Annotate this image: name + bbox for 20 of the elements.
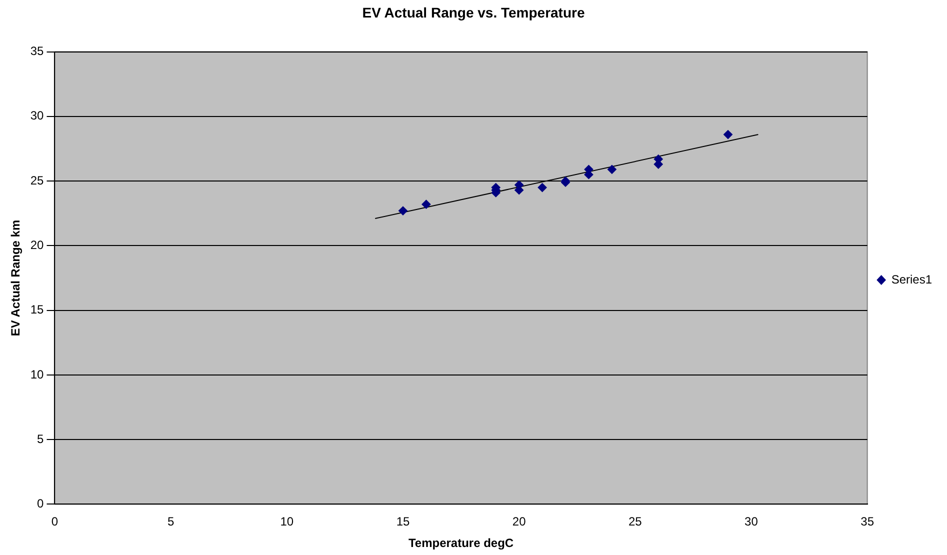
x-tick-label: 35 — [860, 514, 874, 529]
y-tick-label: 0 — [37, 496, 44, 511]
x-tick-label: 10 — [280, 514, 294, 529]
x-tick-label: 30 — [744, 514, 758, 529]
x-axis-title: Temperature degC — [408, 536, 514, 550]
x-tick-label: 0 — [51, 514, 58, 529]
legend-label: Series1 — [891, 272, 932, 286]
y-tick-label: 5 — [37, 432, 44, 446]
x-tick-label: 25 — [628, 514, 642, 529]
x-tick-label: 5 — [167, 514, 174, 529]
y-axis-title: EV Actual Range km — [8, 220, 23, 336]
y-tick-label: 10 — [30, 367, 44, 382]
x-tick-label: 20 — [512, 514, 526, 529]
y-tick-label: 20 — [30, 238, 44, 252]
x-tick-label: 15 — [396, 514, 410, 529]
chart-title: EV Actual Range vs. Temperature — [362, 4, 585, 20]
y-tick-label: 15 — [30, 302, 44, 317]
y-tick-label: 35 — [30, 44, 44, 58]
y-tick-label: 25 — [30, 173, 44, 188]
y-tick-label: 30 — [30, 108, 44, 123]
